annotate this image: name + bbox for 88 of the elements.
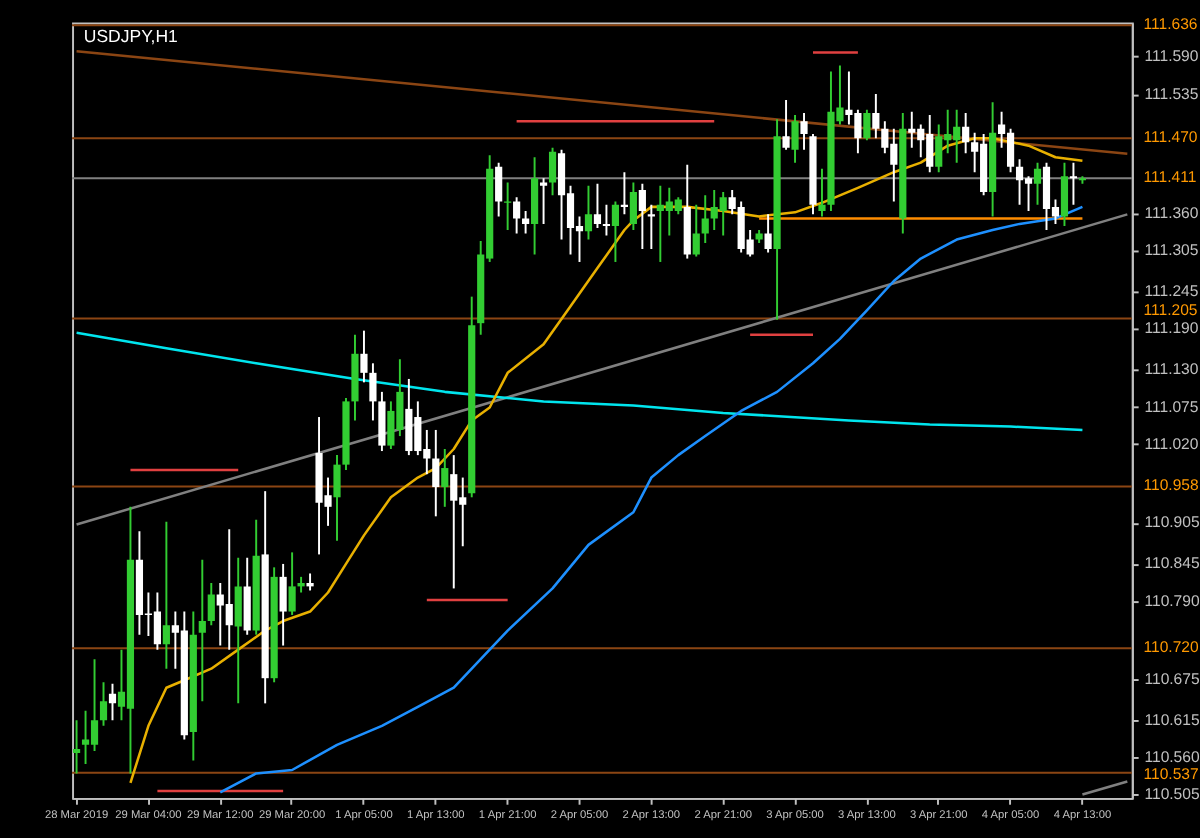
y-tick-label: 111.020 (1144, 435, 1200, 454)
candlestick (198, 558, 206, 703)
y-tick-label: 111.535 (1144, 84, 1199, 103)
candlestick (378, 390, 386, 453)
ref-line-label: 111.411 (1143, 168, 1197, 187)
candlestick (405, 377, 413, 457)
candlestick (234, 556, 242, 705)
line-series (75, 331, 1084, 432)
candlestick (602, 203, 611, 237)
candlestick (351, 333, 359, 422)
ref-line-label: 111.636 (1143, 15, 1198, 34)
y-tick-label: 111.305 (1144, 241, 1199, 260)
chart-title: USDJPY,H1 (83, 26, 179, 47)
candlestick (638, 182, 646, 251)
candlestick (791, 114, 799, 164)
candlestick (441, 448, 449, 508)
y-tick-label: 111.590 (1144, 47, 1200, 66)
candlestick (225, 528, 233, 651)
y-tick-label: 111.190 (1144, 319, 1200, 338)
candlestick (647, 203, 655, 251)
candlestick (908, 110, 916, 149)
ref-line-label: 110.720 (1143, 638, 1200, 657)
line-series (218, 205, 1084, 794)
candlestick (692, 203, 700, 258)
y-tick-label: 110.845 (1144, 554, 1200, 573)
candlestick (683, 163, 691, 260)
candlestick (593, 182, 602, 229)
candlestick (1033, 161, 1042, 206)
ref-line-label: 111.470 (1143, 128, 1199, 147)
candlestick (450, 454, 458, 590)
y-tick-label: 110.505 (1144, 785, 1200, 804)
candlestick (513, 196, 521, 235)
candlestick (504, 181, 512, 231)
candlestick (1042, 161, 1051, 231)
candlestick (800, 112, 808, 151)
candlestick (719, 190, 727, 237)
y-tick-label: 111.075 (1144, 397, 1199, 416)
candlestick (962, 112, 970, 155)
candlestick (360, 329, 368, 384)
y-tick-label: 110.675 (1144, 669, 1200, 688)
y-tick-label: 110.905 (1144, 513, 1200, 532)
candlestick (153, 591, 161, 651)
candlestick (333, 454, 341, 542)
candlestick (818, 167, 826, 218)
candlestick (162, 520, 170, 670)
candlestick (1069, 161, 1078, 206)
candlestick (522, 209, 530, 235)
candlestick (863, 108, 871, 142)
candlestick (584, 184, 593, 241)
ref-line-label: 110.958 (1143, 476, 1199, 495)
y-tick-label: 111.360 (1144, 203, 1200, 222)
candlestick (90, 658, 99, 752)
candlestick (764, 213, 772, 254)
candlestick (207, 582, 215, 627)
candlestick (495, 161, 503, 218)
candlestick (72, 719, 81, 775)
candlestick (387, 400, 395, 450)
candlestick (872, 93, 880, 140)
candlestick (935, 123, 943, 174)
candlestick (531, 156, 539, 256)
y-tick-label: 110.615 (1144, 710, 1200, 729)
candlestick (279, 562, 287, 647)
y-tick-label: 111.130 (1144, 360, 1200, 379)
candlestick (1015, 158, 1024, 206)
candlestick (108, 682, 117, 722)
candlestick (548, 146, 557, 197)
candlestick (432, 428, 440, 518)
y-tick-label: 110.560 (1144, 747, 1200, 766)
candlestick (629, 181, 637, 231)
y-tick-label: 110.790 (1144, 591, 1200, 610)
candlestick (782, 99, 790, 151)
y-tick-label: 111.245 (1144, 282, 1199, 301)
candlestick (1006, 127, 1015, 174)
candlestick (611, 200, 620, 263)
candlestick (81, 709, 90, 765)
candlestick (243, 556, 251, 636)
candlestick (1024, 175, 1033, 212)
candlestick (1060, 161, 1069, 227)
candlestick (701, 194, 709, 244)
candlestick (539, 177, 548, 225)
candlestick (288, 551, 296, 616)
candlestick (369, 362, 377, 422)
candlestick (557, 148, 566, 241)
ref-line-label: 111.205 (1143, 300, 1198, 319)
ref-line-label: 110.537 (1143, 764, 1199, 783)
candlestick (99, 681, 108, 727)
candlestick (620, 171, 628, 216)
line-series (129, 136, 1084, 785)
